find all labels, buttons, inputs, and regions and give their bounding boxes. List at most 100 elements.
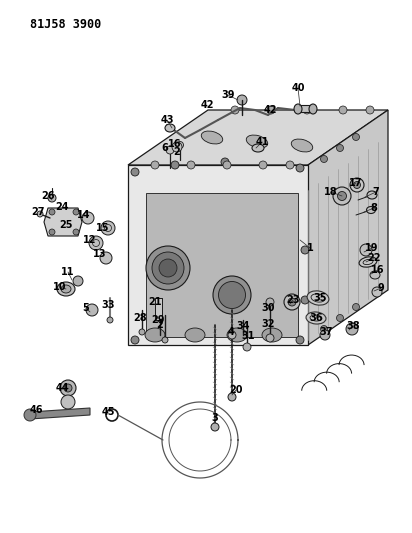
Circle shape xyxy=(89,236,103,250)
Circle shape xyxy=(151,161,159,169)
Polygon shape xyxy=(30,408,90,419)
Ellipse shape xyxy=(367,191,377,199)
Text: 46: 46 xyxy=(29,405,43,415)
Text: 81J58 3900: 81J58 3900 xyxy=(30,18,101,31)
Text: 10: 10 xyxy=(53,282,67,292)
Circle shape xyxy=(353,182,360,189)
Text: 43: 43 xyxy=(160,115,174,125)
Ellipse shape xyxy=(146,246,190,290)
Circle shape xyxy=(259,161,267,169)
Ellipse shape xyxy=(294,104,302,114)
Text: 6: 6 xyxy=(162,143,169,153)
Ellipse shape xyxy=(218,281,246,309)
Circle shape xyxy=(337,314,344,321)
Ellipse shape xyxy=(213,276,251,314)
Circle shape xyxy=(131,168,139,176)
Circle shape xyxy=(228,393,236,401)
Circle shape xyxy=(24,409,36,421)
Circle shape xyxy=(86,304,98,316)
Text: 9: 9 xyxy=(378,283,384,293)
Circle shape xyxy=(301,296,309,304)
Circle shape xyxy=(162,337,168,343)
Circle shape xyxy=(49,229,55,235)
Circle shape xyxy=(48,194,56,202)
Circle shape xyxy=(284,294,300,310)
Circle shape xyxy=(321,156,328,163)
Text: 8: 8 xyxy=(370,203,377,213)
Circle shape xyxy=(337,144,344,151)
Text: 40: 40 xyxy=(291,83,305,93)
Circle shape xyxy=(166,146,174,154)
Circle shape xyxy=(346,323,358,335)
Ellipse shape xyxy=(370,271,380,279)
Circle shape xyxy=(73,276,83,286)
Circle shape xyxy=(301,246,309,254)
Circle shape xyxy=(353,303,360,311)
Text: 33: 33 xyxy=(101,300,115,310)
Circle shape xyxy=(100,252,112,264)
Text: 39: 39 xyxy=(221,90,235,100)
Polygon shape xyxy=(298,105,313,112)
Circle shape xyxy=(73,209,79,215)
Text: 16: 16 xyxy=(168,139,182,149)
Text: 37: 37 xyxy=(319,327,333,337)
Circle shape xyxy=(139,329,145,335)
Circle shape xyxy=(333,187,351,205)
Text: 27: 27 xyxy=(31,207,45,217)
Text: 31: 31 xyxy=(241,331,255,341)
Circle shape xyxy=(353,133,360,141)
Text: 22: 22 xyxy=(367,253,381,263)
Circle shape xyxy=(107,317,113,323)
Text: 26: 26 xyxy=(41,191,55,201)
Circle shape xyxy=(176,141,183,149)
Circle shape xyxy=(231,106,239,114)
Text: 3: 3 xyxy=(212,413,218,423)
Text: 18: 18 xyxy=(324,187,338,197)
Circle shape xyxy=(303,106,311,114)
Text: 14: 14 xyxy=(77,210,91,220)
Polygon shape xyxy=(128,110,388,165)
Circle shape xyxy=(360,244,372,256)
Circle shape xyxy=(266,298,274,306)
Ellipse shape xyxy=(61,285,71,293)
Circle shape xyxy=(366,106,374,114)
Circle shape xyxy=(339,106,347,114)
Circle shape xyxy=(337,191,346,200)
Circle shape xyxy=(172,142,182,152)
Ellipse shape xyxy=(359,257,377,267)
Text: 17: 17 xyxy=(349,178,363,188)
Text: 41: 41 xyxy=(255,137,269,147)
Circle shape xyxy=(267,106,275,114)
Text: 28: 28 xyxy=(133,313,147,323)
Circle shape xyxy=(37,211,43,217)
Text: 4: 4 xyxy=(227,327,234,337)
Ellipse shape xyxy=(291,139,313,152)
Circle shape xyxy=(350,178,364,192)
Circle shape xyxy=(221,158,229,166)
Circle shape xyxy=(187,161,195,169)
Ellipse shape xyxy=(252,144,264,152)
Text: 36: 36 xyxy=(309,313,323,323)
Text: 11: 11 xyxy=(61,267,75,277)
Circle shape xyxy=(49,209,55,215)
Ellipse shape xyxy=(307,291,329,305)
Ellipse shape xyxy=(185,328,205,342)
Circle shape xyxy=(223,161,231,169)
Ellipse shape xyxy=(145,328,165,342)
Polygon shape xyxy=(155,298,162,320)
Circle shape xyxy=(171,161,179,169)
Text: 32: 32 xyxy=(261,319,275,329)
Ellipse shape xyxy=(262,328,282,342)
Text: 20: 20 xyxy=(229,385,243,395)
Circle shape xyxy=(82,212,94,224)
Text: 29: 29 xyxy=(151,315,165,325)
Text: 44: 44 xyxy=(55,383,69,393)
Polygon shape xyxy=(128,165,308,345)
Text: 45: 45 xyxy=(101,407,115,417)
Polygon shape xyxy=(44,208,82,236)
Polygon shape xyxy=(146,193,298,337)
Circle shape xyxy=(64,384,72,392)
Ellipse shape xyxy=(306,312,326,324)
Circle shape xyxy=(131,336,139,344)
Circle shape xyxy=(321,326,328,333)
